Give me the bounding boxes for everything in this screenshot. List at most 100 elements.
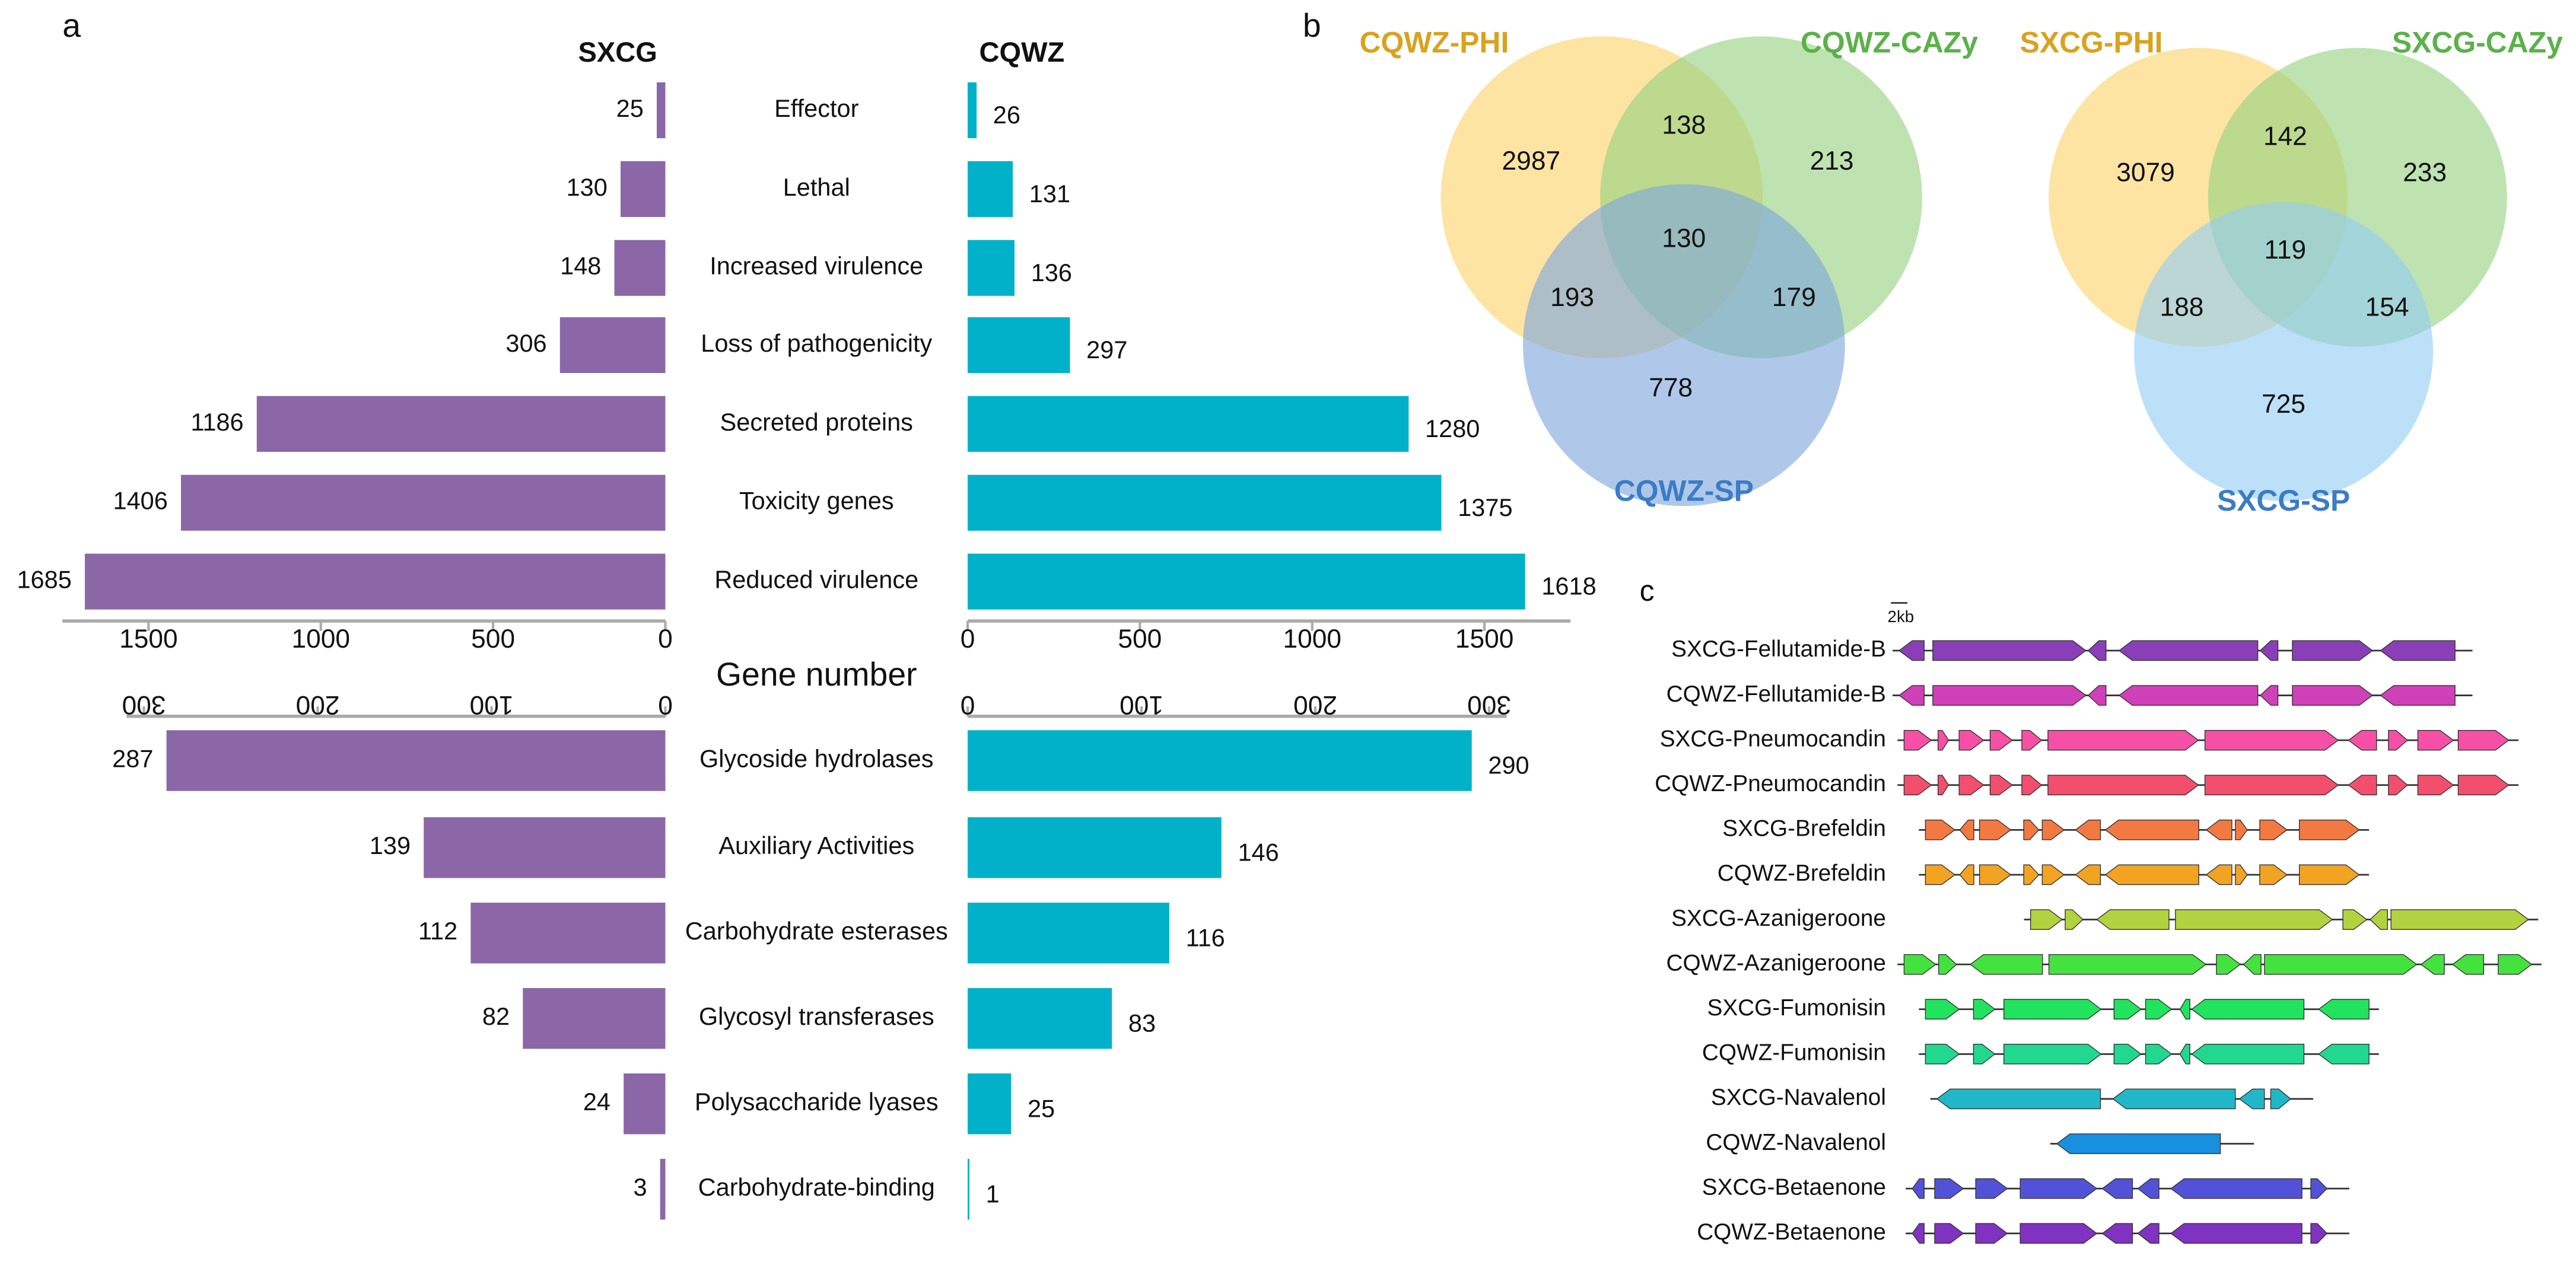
gene-arrow <box>2259 864 2288 885</box>
bar <box>470 903 666 964</box>
gene-arrow <box>1934 1223 1964 1244</box>
gene-arrow <box>1958 775 1985 796</box>
gene-arrow <box>2204 775 2339 796</box>
set-label: SXCG-SP <box>2217 484 2350 517</box>
bar <box>968 82 977 138</box>
gene-arrow <box>2310 1178 2328 1199</box>
gene-arrow <box>1925 1044 1960 1065</box>
gene-arrow <box>2023 864 2040 885</box>
region-value: 725 <box>2262 390 2305 419</box>
category-label: Polysaccharide lyases <box>695 1088 939 1116</box>
cluster-name: CQWZ-Brefeldin <box>1718 861 1886 886</box>
gene-arrow <box>2087 685 2107 706</box>
bar <box>968 396 1409 452</box>
bar <box>968 553 1525 610</box>
gene-arrow <box>2388 729 2408 751</box>
value-label: 146 <box>1238 838 1279 866</box>
value-label: 112 <box>418 917 457 945</box>
category-label: Lethal <box>783 173 850 201</box>
gene-arrow <box>2048 954 2207 975</box>
gene-arrow <box>2264 954 2418 975</box>
gene-arrow <box>2145 999 2173 1020</box>
gene-arrow <box>2104 864 2199 885</box>
gene-arrow <box>2259 640 2279 661</box>
category-label: Toxicity genes <box>739 487 894 515</box>
bar <box>968 161 1013 217</box>
gene-arrow <box>2205 864 2232 885</box>
gene-arrow <box>1898 640 1925 661</box>
gene-arrow <box>2390 909 2529 930</box>
cluster-name: CQWZ-Pneumocandin <box>1655 771 1886 796</box>
gene-arrow <box>2457 729 2510 751</box>
gene-arrow <box>1938 775 1950 796</box>
gene-arrow <box>2417 729 2454 751</box>
set-label: SXCG-PHI <box>2020 26 2163 59</box>
x-tick-label: 1000 <box>291 624 350 654</box>
cluster-name: SXCG-Brefeldin <box>1722 816 1886 842</box>
region-value: 213 <box>1810 146 1854 176</box>
gene-arrow <box>2170 1223 2303 1244</box>
x-tick-label: 200 <box>296 690 340 719</box>
bar <box>523 988 666 1049</box>
set-label: SXCG-CAZy <box>2392 26 2563 59</box>
gene-arrow <box>2318 999 2370 1020</box>
gene-arrow <box>1925 999 1960 1020</box>
bar <box>624 1073 666 1135</box>
gene-arrow <box>2041 864 2065 885</box>
region-value: 778 <box>1649 373 1693 402</box>
gene-arrow <box>2047 729 2199 751</box>
gene-arrow <box>1959 864 1974 885</box>
gene-arrow <box>2113 999 2142 1020</box>
region-value: 233 <box>2403 158 2447 187</box>
bar <box>656 82 666 138</box>
x-tick-label: 300 <box>122 690 166 719</box>
gene-arrow <box>2310 1223 2328 1244</box>
gene-arrow <box>2348 775 2377 796</box>
gene-arrow <box>2451 954 2485 975</box>
gene-arrow <box>2259 685 2279 706</box>
region-value: 138 <box>1662 110 1706 139</box>
bar <box>660 1159 666 1220</box>
value-label: 116 <box>1186 923 1225 951</box>
cluster-name: SXCG-Navalenol <box>1711 1085 1886 1110</box>
gene-arrow <box>2498 954 2533 975</box>
gene-arrow <box>2020 1223 2098 1244</box>
gene-arrow <box>1969 954 2043 975</box>
bar <box>968 474 1442 531</box>
value-label: 1685 <box>17 566 71 594</box>
x-tick-label: 0 <box>961 624 975 654</box>
cluster-name: SXCG-Azanigeroone <box>1671 906 1886 931</box>
gene-arrow <box>1973 999 1996 1020</box>
category-label: Effector <box>774 94 858 122</box>
gene-arrow <box>2292 685 2374 706</box>
gene-arrow <box>2205 820 2232 840</box>
gene-arrow <box>2101 1178 2133 1199</box>
cluster-name: CQWZ-Fumonisin <box>1702 1040 1886 1066</box>
gene-arrow <box>2096 909 2170 930</box>
bar <box>424 817 666 878</box>
axis-title: Gene number <box>716 656 917 693</box>
region-value: 179 <box>1772 283 1816 312</box>
x-tick-label: 1000 <box>1283 624 1341 654</box>
set-label: CQWZ-CAZy <box>1801 26 1978 59</box>
gene-arrow <box>2298 820 2360 840</box>
region-value: 3079 <box>2116 158 2175 187</box>
gene-arrow <box>2101 1223 2133 1244</box>
gene-arrow <box>2318 1044 2370 1065</box>
gene-arrow <box>2023 820 2040 840</box>
gene-arrow <box>2259 820 2288 840</box>
gene-arrow <box>2113 1044 2142 1065</box>
value-label: 3 <box>633 1173 647 1201</box>
gene-arrow <box>1979 864 2012 885</box>
gene-arrow <box>1958 729 1985 751</box>
gene-arrow <box>2056 1133 2221 1154</box>
category-label: Increased virulence <box>710 252 923 280</box>
bar <box>614 240 666 296</box>
gene-arrow <box>1973 1044 1996 1065</box>
region-value: 119 <box>2265 235 2307 265</box>
bar <box>84 553 666 610</box>
bar <box>968 903 1169 964</box>
category-label: Carbohydrate esterases <box>685 917 948 945</box>
gene-arrow <box>2388 775 2408 796</box>
